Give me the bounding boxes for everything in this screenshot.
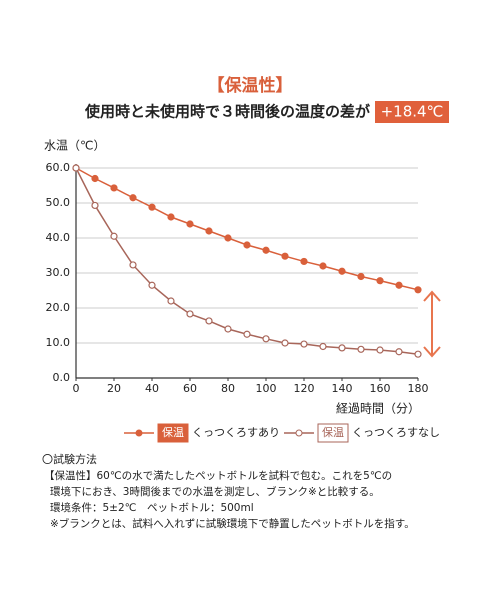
x-tick-label: 40 [145,382,159,395]
legend-badge: 保温 [322,425,344,439]
data-point [72,164,80,172]
chart-title: 【保温性】 [208,75,293,96]
data-point [91,174,99,183]
x-tick-label: 160 [370,382,391,395]
data-point [205,227,213,235]
y-tick-label: 40.0 [46,231,71,244]
x-tick-label: 80 [221,382,235,395]
data-point [148,203,156,211]
data-point [281,252,289,260]
data-point [395,281,403,289]
notes-line: 【保温性】60℃の水で満たしたペットボトルを試料で包む。これを5℃の [44,469,392,482]
data-point [414,286,422,294]
y-tick-label: 0.0 [53,371,71,384]
series-line [75,167,419,355]
data-point [129,194,137,202]
legend-label: くっつくろすなし [352,426,440,439]
x-tick-label: 20 [107,382,121,395]
notes-line: 環境条件：5±2℃ ペットボトル：500ml [50,501,254,514]
highlight-box [375,101,449,123]
difference-arrow [423,290,441,358]
data-point [167,297,175,305]
legend-badge-box [157,423,189,443]
data-point [376,277,384,285]
notes-heading: 〇試験方法 [42,452,97,466]
data-point [91,201,99,210]
data-point [319,342,327,351]
data-point [167,213,175,221]
legend-badge-box [317,423,349,443]
legend-marker [135,429,143,437]
data-point [262,246,270,254]
data-point [414,350,422,358]
notes-line: 環境下におき、3時間後までの水温を測定し、ブランク※と比較する。 [50,485,380,498]
data-point [357,272,365,281]
y-axis-label: 水温（℃） [44,139,105,153]
data-point [281,339,289,347]
x-tick-label: 60 [183,382,197,395]
data-point [338,267,346,275]
x-tick-label: 180 [408,382,429,395]
chart-subtitle: 使用時と未使用時で３時間後の温度の差が [84,103,371,121]
x-tick-label: 0 [73,382,80,395]
y-tick-label: 50.0 [46,196,71,209]
legend-label: くっつくろすあり [192,426,280,439]
data-point [224,234,232,242]
data-point [110,184,118,192]
y-tick-label: 30.0 [46,266,71,279]
data-point [300,340,308,348]
data-point [319,262,327,270]
notes-line: ※ブランクとは、試料へ入れずに試験環境下で静置したペットボトルを指す。 [50,517,415,530]
data-point [243,241,251,249]
y-tick-label: 60.0 [46,161,71,174]
data-point [148,281,156,289]
data-point [395,348,403,356]
data-point [205,317,213,325]
data-point [243,330,251,338]
data-point [224,325,232,333]
data-point [186,220,194,228]
y-tick-label: 10.0 [46,336,71,349]
highlight-text: +18.4℃ [381,103,444,121]
data-point [110,232,118,240]
series-line [75,167,419,291]
legend-marker [295,429,303,437]
data-point [357,345,365,353]
data-point [262,335,270,343]
data-point [376,346,384,354]
legend-badge: 保温 [162,425,184,439]
data-point [129,261,137,269]
x-axis-label: 経過時間（分） [336,402,420,416]
data-point [300,257,308,266]
x-tick-label: 120 [294,382,315,395]
x-tick-label: 140 [332,382,353,395]
x-tick-label: 100 [256,382,277,395]
data-point [338,344,346,352]
data-point [186,310,194,318]
y-tick-label: 20.0 [46,301,71,314]
